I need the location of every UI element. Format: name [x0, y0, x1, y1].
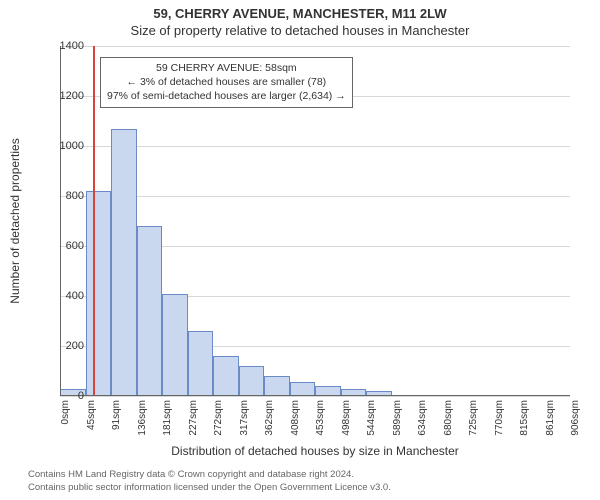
- x-axis: 0sqm 45sqm 91sqm 136sqm 181sqm 227sqm 272sqm 31…: [60, 396, 570, 448]
- annotation-box: 59 CHERRY AVENUE: 58sqm ← 3% of detached…: [100, 57, 353, 108]
- x-tick-label: 498sqm: [341, 400, 352, 450]
- y-axis-label: Number of detached properties: [8, 138, 22, 303]
- x-tick-label: 317sqm: [239, 400, 250, 450]
- footer: Contains HM Land Registry data © Crown c…: [28, 469, 391, 494]
- y-tick-label: 1400: [44, 40, 84, 52]
- x-tick-label: 453sqm: [315, 400, 326, 450]
- x-axis-label: Distribution of detached houses by size …: [60, 444, 570, 462]
- x-tick-label: 861sqm: [545, 400, 556, 450]
- histogram-bar: [213, 356, 239, 396]
- chart-container: 59, CHERRY AVENUE, MANCHESTER, M11 2LW S…: [0, 0, 600, 500]
- histogram-bar: [111, 129, 137, 397]
- x-tick-label: 725sqm: [468, 400, 479, 450]
- x-tick-label: 589sqm: [392, 400, 403, 450]
- x-tick-label: 362sqm: [264, 400, 275, 450]
- histogram-bar: [86, 191, 112, 396]
- x-tick-label: 680sqm: [443, 400, 454, 450]
- x-tick-label: 272sqm: [213, 400, 224, 450]
- chart-subtitle: Size of property relative to detached ho…: [0, 21, 600, 38]
- y-tick-label: 1000: [44, 140, 84, 152]
- x-tick-label: 136sqm: [137, 400, 148, 450]
- x-tick-label: 45sqm: [86, 400, 97, 450]
- x-tick-label: 0sqm: [60, 400, 71, 450]
- property-marker-line: [93, 46, 95, 396]
- x-tick-label: 634sqm: [417, 400, 428, 450]
- annotation-line3: 97% of semi-detached houses are larger (…: [107, 89, 346, 103]
- histogram-bar: [162, 294, 188, 397]
- histogram-bar: [239, 366, 265, 396]
- histogram-bar: [188, 331, 214, 396]
- x-tick-label: 815sqm: [519, 400, 530, 450]
- chart-title: 59, CHERRY AVENUE, MANCHESTER, M11 2LW: [0, 0, 600, 21]
- y-tick-label: 1200: [44, 90, 84, 102]
- annotation-line1: 59 CHERRY AVENUE: 58sqm: [107, 61, 346, 75]
- x-tick-label: 91sqm: [111, 400, 122, 450]
- x-tick-label: 770sqm: [494, 400, 505, 450]
- y-tick-label: 800: [44, 190, 84, 202]
- footer-line1: Contains HM Land Registry data © Crown c…: [28, 469, 391, 481]
- footer-line2: Contains public sector information licen…: [28, 482, 391, 494]
- x-tick-label: 906sqm: [570, 400, 581, 450]
- x-tick-label: 227sqm: [188, 400, 199, 450]
- histogram-bar: [290, 382, 316, 396]
- histogram-bar: [264, 376, 290, 396]
- x-tick-label: 181sqm: [162, 400, 173, 450]
- y-tick-label: 200: [44, 340, 84, 352]
- x-tick-label: 544sqm: [366, 400, 377, 450]
- y-tick-label: 600: [44, 240, 84, 252]
- histogram-bar: [137, 226, 163, 396]
- annotation-line2: ← 3% of detached houses are smaller (78): [107, 75, 346, 89]
- y-tick-label: 400: [44, 290, 84, 302]
- x-tick-label: 408sqm: [290, 400, 301, 450]
